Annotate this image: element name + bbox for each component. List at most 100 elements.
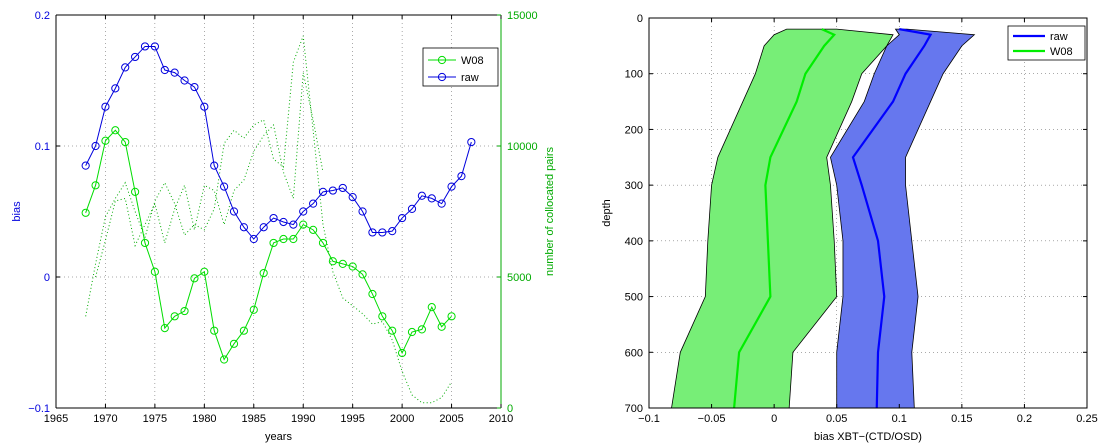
data-point-raw <box>150 42 159 51</box>
data-point-W08 <box>368 289 377 299</box>
series-line-raw <box>85 45 472 240</box>
data-point-W08 <box>279 234 288 244</box>
y-tick-label: 500 <box>625 292 643 304</box>
x-tick-label: 1990 <box>291 413 315 425</box>
data-point-raw <box>121 63 130 72</box>
x-tick-label: 0.15 <box>951 413 972 425</box>
y-axis-label: depth <box>601 199 613 227</box>
x-axis-label: bias XBT−(CTD/OSD) <box>814 431 922 443</box>
data-point-raw <box>131 52 140 62</box>
legend: W08 raw <box>422 47 499 87</box>
data-point-raw <box>447 182 456 191</box>
y2-axis-label: number of collocated pairs <box>544 146 556 276</box>
data-point-W08 <box>417 325 426 334</box>
x-tick-label: 0.25 <box>1076 413 1097 425</box>
x-tick-label: 2000 <box>390 413 414 425</box>
data-point-raw <box>81 161 90 170</box>
data-point-W08 <box>91 181 100 190</box>
x-tick-label: −0.1 <box>638 413 660 425</box>
data-point-raw <box>259 223 268 232</box>
right-chart: −0.1 −0.05 0 0.05 0.1 0.15 0.2 0.25 0 100 200 300 40… <box>601 13 1098 443</box>
data-point-W08 <box>111 126 120 135</box>
data-point-raw <box>348 192 357 202</box>
data-point-W08 <box>269 238 278 248</box>
data-point-W08 <box>200 267 209 276</box>
data-point-W08 <box>160 323 169 333</box>
x-tick-label: 0.05 <box>826 413 847 425</box>
data-point-raw <box>437 199 446 208</box>
data-point-W08 <box>140 238 150 248</box>
y2-tick-label: 15000 <box>507 10 538 22</box>
data-point-W08 <box>388 326 397 335</box>
data-point-W08 <box>407 327 417 337</box>
y2-tick-label: 10000 <box>507 141 538 153</box>
x-tick-label: 1975 <box>143 413 167 425</box>
y-tick-label: 700 <box>625 403 643 415</box>
data-point-W08 <box>229 339 239 348</box>
x-tick-label: 0 <box>771 413 777 425</box>
y-axis-label: bias <box>11 201 23 222</box>
legend-label-raw: raw <box>461 72 479 84</box>
y-tick-label: 0 <box>44 272 50 284</box>
data-point-raw <box>318 187 328 196</box>
data-point-W08 <box>348 262 357 271</box>
data-point-W08 <box>299 220 308 229</box>
data-point-raw <box>358 207 367 216</box>
series-line-W08 <box>85 129 452 361</box>
x-tick-label: 2010 <box>489 413 513 425</box>
data-point-raw <box>220 182 229 191</box>
data-point-W08 <box>131 187 140 196</box>
data-point-W08 <box>170 312 179 321</box>
data-point-raw <box>140 42 150 51</box>
series-line-W08 <box>733 28 837 409</box>
data-point-W08 <box>101 136 110 145</box>
axes-box <box>648 17 1088 409</box>
y-tick-label: 600 <box>625 347 643 359</box>
legend-label-W08: W08 <box>1050 46 1073 58</box>
data-point-raw <box>229 207 239 216</box>
legend: raw W08 <box>1007 25 1086 61</box>
data-point-raw <box>407 204 417 213</box>
data-point-raw <box>210 161 219 170</box>
y2-tick-label: 0 <box>507 403 513 415</box>
data-point-raw <box>398 213 407 223</box>
y-tick-label: 400 <box>625 236 643 248</box>
data-point-W08 <box>358 270 367 279</box>
y-tick-label: 0 <box>637 13 643 25</box>
data-point-raw <box>190 82 199 92</box>
data-point-W08 <box>239 326 248 335</box>
data-point-raw <box>269 213 278 223</box>
legend-box <box>422 47 499 87</box>
data-point-raw <box>180 76 189 85</box>
x-tick-label: 1980 <box>192 413 216 425</box>
legend-marker-raw <box>437 72 447 82</box>
data-point-W08 <box>289 234 298 244</box>
data-point-W08 <box>81 208 90 217</box>
data-point-W08 <box>220 355 229 364</box>
data-point-raw <box>101 102 110 111</box>
x-axis-label: years <box>265 431 292 443</box>
data-point-raw <box>427 194 436 203</box>
data-point-W08 <box>398 348 407 358</box>
data-point-W08 <box>309 225 318 234</box>
x-tick-label: 2005 <box>439 413 463 425</box>
data-point-raw <box>457 172 466 181</box>
data-point-raw <box>170 68 179 77</box>
x-tick-label: 1995 <box>340 413 364 425</box>
data-point-raw <box>388 227 397 236</box>
data-point-W08 <box>249 305 258 314</box>
x-tick-label: 1965 <box>44 413 68 425</box>
data-point-W08 <box>259 268 268 278</box>
y-tick-label: 0.2 <box>35 10 50 22</box>
data-point-W08 <box>437 322 446 331</box>
data-point-raw <box>279 217 288 227</box>
data-point-W08 <box>210 326 219 335</box>
data-point-raw <box>417 191 426 200</box>
data-point-raw <box>200 102 209 111</box>
data-point-W08 <box>328 257 337 266</box>
x-tick-label: 0.1 <box>892 413 907 425</box>
data-point-raw <box>378 228 387 237</box>
legend-box <box>1007 25 1086 61</box>
data-point-raw <box>299 207 308 216</box>
